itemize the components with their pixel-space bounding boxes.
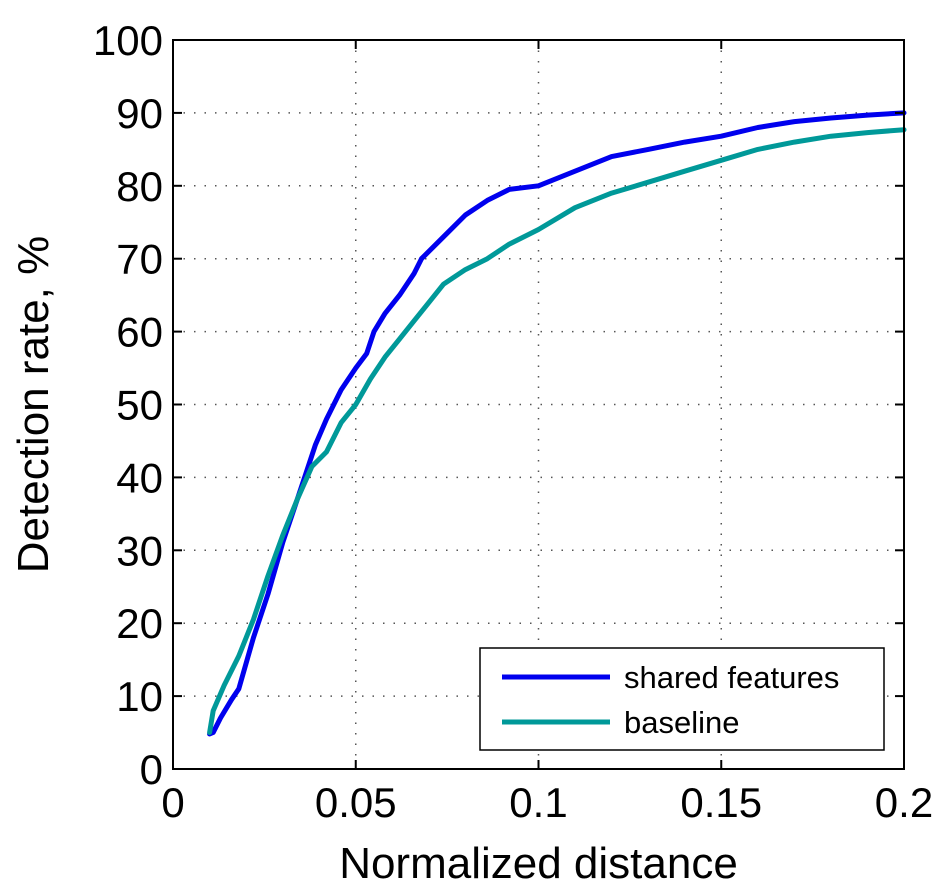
x-tick-label: 0.15 [680,779,762,826]
y-axis-label: Detection rate, % [9,236,58,574]
y-tick-label: 0 [140,746,163,793]
series-line-baseline [207,127,907,735]
tick-layer [172,39,905,770]
y-tick-label: 60 [116,309,163,356]
x-axis-label: Normalized distance [339,839,738,888]
y-tick-label: 70 [116,236,163,283]
y-tick-labels: 0 10 20 30 40 50 60 70 80 90 100 [93,17,163,793]
y-tick-label: 100 [93,17,163,64]
x-tick-label: 0 [161,779,184,826]
series-line-shared-features [207,110,907,737]
y-tick-label: 50 [116,382,163,429]
y-tick-label: 20 [116,600,163,647]
y-tick-label: 90 [116,90,163,137]
x-tick-label: 0.1 [509,779,567,826]
y-tick-label: 40 [116,454,163,501]
legend: shared features baseline [479,647,885,751]
legend-label-shared-features: shared features [624,660,839,695]
legend-box [479,647,885,751]
x-tick-label: 0.2 [875,779,933,826]
y-tick-label: 30 [116,527,163,574]
y-tick-label: 80 [116,163,163,210]
series-layer [207,110,907,737]
x-tick-labels: 0 0.05 0.1 0.15 0.2 [161,779,933,826]
x-tick-label: 0.05 [315,779,397,826]
legend-label-baseline: baseline [624,705,739,740]
y-tick-label: 10 [116,673,163,720]
